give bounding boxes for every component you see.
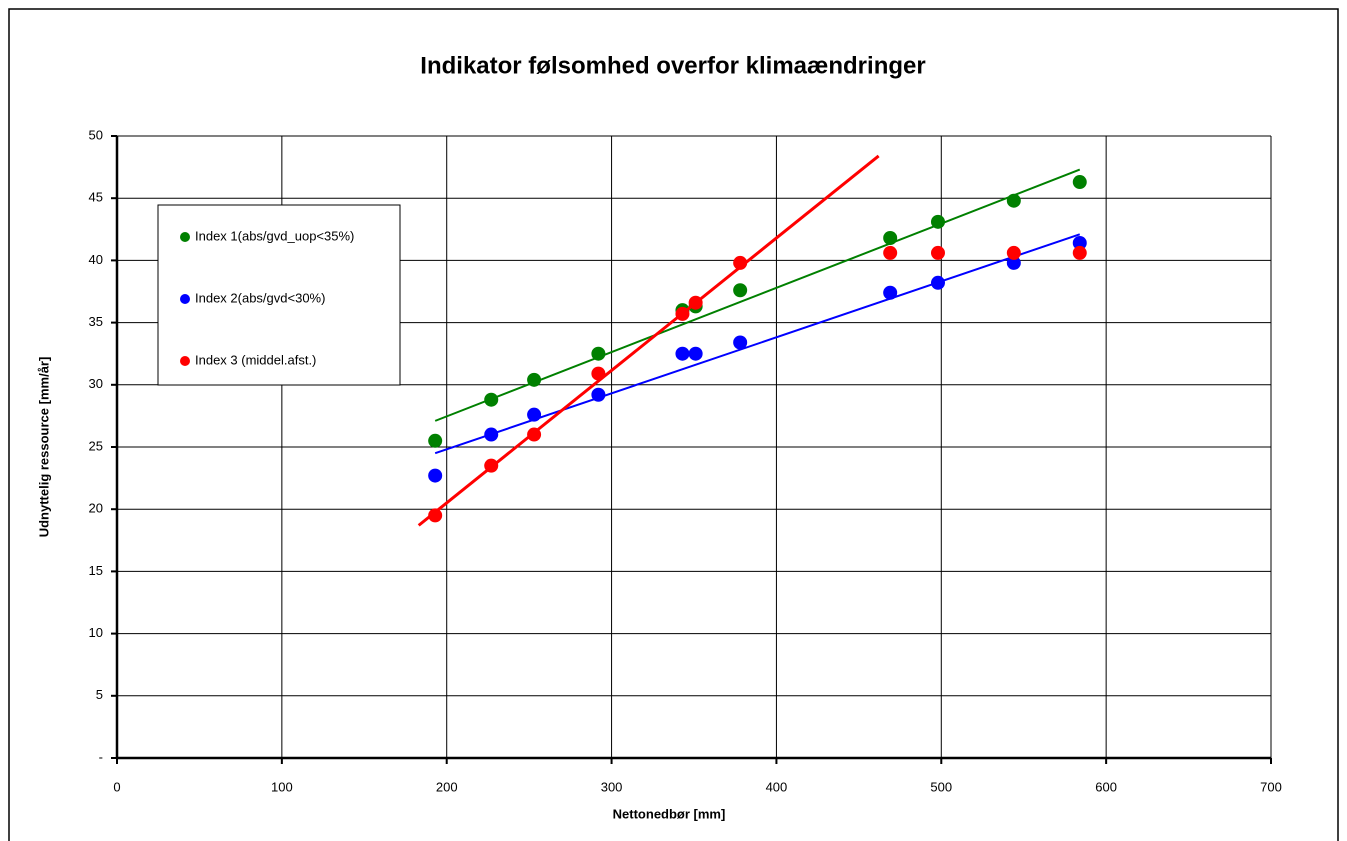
y-tick-label: 40 — [89, 252, 103, 267]
y-tick-label: 25 — [89, 438, 103, 453]
x-tick-label: 500 — [930, 779, 952, 794]
point — [688, 346, 703, 361]
point — [428, 468, 443, 483]
y-tick-label: 50 — [89, 127, 103, 142]
y-tick-label: 5 — [96, 687, 103, 702]
trend-line — [434, 233, 1081, 455]
y-tick-label: 45 — [89, 190, 103, 205]
y-tick-label: - — [99, 749, 103, 764]
x-axis-label: Nettonedbør [mm] — [613, 806, 726, 821]
trend-line — [417, 154, 880, 527]
point — [930, 245, 945, 260]
x-tick-label: 400 — [766, 779, 788, 794]
point — [1072, 235, 1087, 250]
point — [1006, 255, 1021, 270]
point — [1006, 245, 1021, 260]
x-tick-label: 0 — [113, 779, 120, 794]
point — [733, 255, 748, 270]
y-tick-label: 15 — [89, 563, 103, 578]
x-tick-label: 300 — [601, 779, 623, 794]
point — [675, 346, 690, 361]
y-tick-label: 20 — [89, 501, 103, 516]
legend-marker — [180, 294, 190, 304]
legend-box — [157, 204, 401, 386]
x-tick-label: 700 — [1260, 779, 1282, 794]
point — [591, 346, 606, 361]
point — [428, 508, 443, 523]
y-tick-label: 10 — [89, 625, 103, 640]
legend-label: Index 1(abs/gvd_uop<35%) — [195, 228, 354, 243]
point — [1072, 175, 1087, 190]
x-tick-label: 200 — [436, 779, 458, 794]
point — [1072, 245, 1087, 260]
y-axis-label: Udnyttelig ressource [mm/år] — [36, 357, 51, 538]
legend-label: Index 3 (middel.afst.) — [195, 352, 316, 367]
legend-label: Index 2(abs/gvd<30%) — [195, 290, 325, 305]
point — [733, 283, 748, 298]
y-tick-label: 30 — [89, 376, 103, 391]
legend-marker — [180, 356, 190, 366]
chart-frame — [8, 8, 1339, 841]
x-tick-label: 600 — [1095, 779, 1117, 794]
point — [733, 335, 748, 350]
point — [428, 433, 443, 448]
point — [883, 245, 898, 260]
legend-marker — [180, 232, 190, 242]
point — [883, 285, 898, 300]
trend-line — [434, 168, 1081, 422]
chart-title: Indikator følsomhed overfor klimaændring… — [420, 52, 925, 79]
y-tick-label: 35 — [89, 314, 103, 329]
x-tick-label: 100 — [271, 779, 293, 794]
